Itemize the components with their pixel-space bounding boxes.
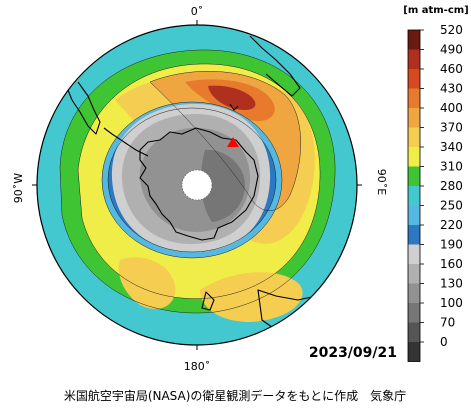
source-credit: 米国航空宇宙局(NASA)の衛星観測データをもとに作成 気象庁	[64, 388, 406, 403]
legend-tick-label: 430	[440, 82, 463, 96]
legend-tick-label: 190	[440, 238, 463, 252]
legend-tick-label: 490	[440, 43, 463, 57]
ozone-band-se-lobe	[200, 272, 303, 322]
station-marker-icon	[227, 137, 239, 147]
legend-swatch	[408, 127, 420, 147]
legend-tick-label: 370	[440, 121, 463, 135]
legend-tick-label: 340	[440, 140, 463, 154]
label-bottom: 180˚	[184, 360, 211, 373]
label-left: 90˚W	[12, 173, 25, 203]
south-america-coastline	[67, 81, 101, 135]
legend-tick-label: 460	[440, 62, 463, 76]
island-coastline	[229, 103, 239, 111]
legend-swatch	[408, 30, 420, 50]
polar-globe	[36, 24, 358, 346]
legend-tick-label: 520	[440, 23, 463, 37]
new-zealand-coastline	[201, 291, 215, 311]
globe-ticks	[32, 20, 362, 350]
legend-tick-label: 100	[440, 296, 463, 310]
legend-tick-label: 0	[440, 335, 448, 349]
legend-swatch	[408, 49, 420, 69]
ozone-hole-100	[200, 149, 245, 222]
legend-swatch	[408, 147, 420, 167]
legend-tick-label: 130	[440, 277, 463, 291]
label-top: 0˚	[191, 5, 204, 18]
antarctica-coastline	[139, 127, 259, 241]
legend-swatch	[408, 342, 420, 362]
legend-swatch	[408, 322, 420, 342]
legend-swatch	[408, 264, 420, 284]
ozone-band-sw-lobe	[118, 257, 176, 309]
legend-swatch	[408, 186, 420, 206]
polar-gap-outline	[181, 169, 213, 201]
legend-tick-label: 70	[440, 316, 455, 330]
legend-tick-label: 250	[440, 199, 463, 213]
color-legend: [m atm-cm] 520 490 460 430 400 370 340 310 280 25…	[403, 5, 469, 362]
ozone-band-460	[208, 85, 256, 110]
legend-tick-label: 220	[440, 218, 463, 232]
africa-coastline	[249, 35, 301, 97]
legend-tick-label: 280	[440, 179, 463, 193]
legend-swatch	[408, 303, 420, 323]
legend-tick-label: 310	[440, 160, 463, 174]
legend-unit: [m atm-cm]	[403, 5, 469, 16]
legend-swatch	[408, 69, 420, 89]
legend-frame	[407, 29, 421, 362]
legend-swatch	[408, 205, 420, 225]
legend-tick-label: 400	[440, 101, 463, 115]
legend-swatch	[408, 108, 420, 128]
legend-swatch	[408, 166, 420, 186]
legend-swatch	[408, 244, 420, 264]
legend-tick-label: 160	[440, 257, 463, 271]
legend-swatch	[408, 225, 420, 245]
label-right: 90˚E	[375, 169, 388, 195]
polar-data-gap	[182, 170, 212, 200]
antarctic-peninsula	[103, 127, 149, 157]
observation-date: 2023/09/21	[309, 345, 397, 361]
legend-swatch	[408, 88, 420, 108]
legend-swatch	[408, 283, 420, 303]
